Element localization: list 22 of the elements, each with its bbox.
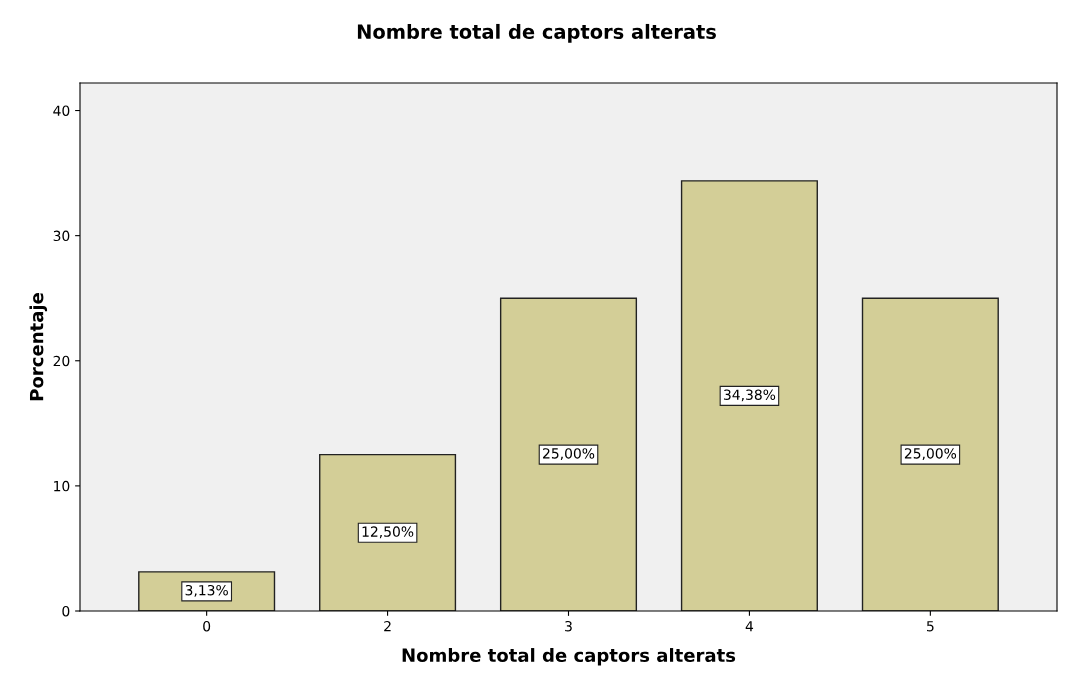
data-label: 25,00% [543, 448, 595, 461]
bar [499, 297, 638, 611]
data-label: 25,00% [904, 448, 957, 461]
y-tick-label: 0 [62, 605, 70, 617]
y-tick-label: 40 [53, 105, 70, 116]
x-tick-label: 4 [745, 621, 754, 632]
x-axis-title: Nombre total de captors alterats [402, 648, 736, 666]
chart-title: Nombre total de captors alterats [357, 23, 716, 43]
data-label: 34,38% [724, 389, 776, 402]
x-tick-label: 5 [927, 621, 934, 632]
y-tick-label: 10 [54, 480, 70, 492]
y-tick-label: 20 [53, 355, 70, 367]
data-label: 3,13% [185, 584, 228, 597]
x-tick-label: 2 [384, 620, 391, 632]
y-tick-label: 30 [53, 230, 70, 242]
x-tick-label: 0 [203, 620, 211, 632]
bar [861, 297, 999, 611]
bar [319, 453, 457, 611]
x-tick-label: 3 [565, 620, 572, 632]
bar [680, 180, 818, 611]
y-axis-title: Porcentaje [29, 293, 48, 401]
data-label: 12,50% [362, 526, 414, 539]
